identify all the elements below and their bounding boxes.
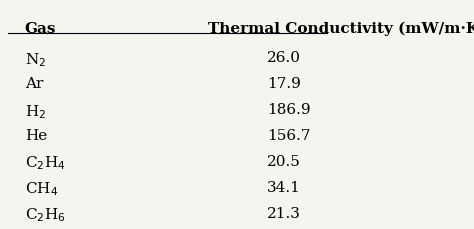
Text: 186.9: 186.9 [267, 102, 311, 116]
Text: 17.9: 17.9 [267, 76, 301, 90]
Text: 34.1: 34.1 [267, 180, 301, 194]
Text: 20.5: 20.5 [267, 154, 301, 168]
Text: Gas: Gas [25, 22, 56, 35]
Text: H$_2$: H$_2$ [25, 102, 46, 120]
Text: C$_2$H$_4$: C$_2$H$_4$ [25, 154, 65, 172]
Text: He: He [25, 128, 47, 142]
Text: N$_2$: N$_2$ [25, 51, 46, 68]
Text: Thermal Conductivity (mW/m·K): Thermal Conductivity (mW/m·K) [208, 22, 474, 36]
Text: CH$_4$: CH$_4$ [25, 180, 58, 197]
Text: Ar: Ar [25, 76, 43, 90]
Text: 21.3: 21.3 [267, 206, 301, 220]
Text: 26.0: 26.0 [267, 51, 301, 65]
Text: 156.7: 156.7 [267, 128, 311, 142]
Text: C$_2$H$_6$: C$_2$H$_6$ [25, 206, 65, 223]
